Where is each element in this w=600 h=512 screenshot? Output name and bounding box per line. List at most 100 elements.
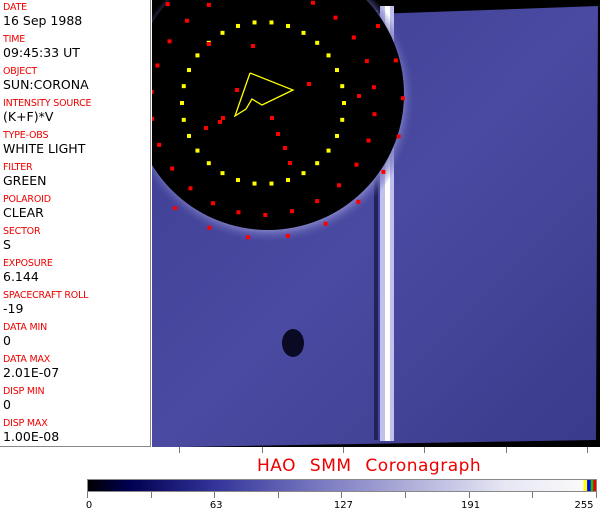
colorbar-tick (87, 492, 88, 498)
red-marker (185, 18, 190, 23)
red-marker (283, 146, 287, 150)
red-marker (207, 42, 211, 46)
yellow-marker (334, 133, 339, 138)
field-label: DATE (3, 2, 27, 13)
axis-tick (262, 447, 263, 453)
red-marker (152, 89, 154, 94)
red-marker (357, 94, 361, 98)
yellow-marker (315, 161, 320, 166)
yellow-marker (206, 161, 211, 166)
red-marker (211, 201, 216, 206)
red-marker (236, 210, 241, 215)
yellow-marker (187, 133, 192, 138)
field-value: (K+F)*V (3, 109, 54, 124)
field-value: 16 Sep 1988 (3, 13, 83, 28)
field-label: DISP MIN (3, 386, 45, 397)
red-marker (235, 88, 239, 92)
field-value: 0 (3, 397, 11, 412)
field-value: SUN:CORONA (3, 77, 89, 92)
yellow-marker (340, 117, 345, 122)
red-marker (288, 161, 292, 165)
colorbar-tick (277, 492, 279, 498)
field-label: DATA MIN (3, 322, 47, 333)
field-label: OBJECT (3, 66, 38, 77)
red-marker (285, 233, 290, 238)
colorbar-tick (595, 492, 597, 498)
field-value: 2.01E-07 (3, 365, 60, 380)
red-marker (173, 206, 178, 211)
red-marker (351, 35, 356, 40)
red-marker (396, 134, 401, 139)
axis-tick (587, 447, 588, 453)
red-marker (221, 116, 225, 120)
yellow-marker (195, 148, 200, 153)
yellow-marker (342, 101, 346, 105)
field-label: TIME (3, 34, 26, 45)
red-marker (207, 225, 212, 230)
red-marker (290, 209, 295, 214)
yellow-marker (220, 30, 225, 35)
yellow-marker (181, 84, 186, 89)
red-marker (366, 138, 371, 143)
red-marker (364, 59, 369, 64)
red-marker (310, 0, 315, 5)
header-info-panel: DATE 16 Sep 1988 TIME 09:45:33 UT OBJECT SUN:… (0, 0, 151, 447)
axis-tick (343, 447, 344, 453)
red-marker (263, 212, 268, 217)
red-marker (188, 186, 193, 191)
field-value: 1.00E-08 (3, 429, 60, 444)
red-marker (323, 221, 328, 226)
yellow-marker (195, 53, 200, 58)
colorbar-tick (150, 492, 152, 498)
coronagraph-image (152, 0, 600, 447)
colorbar-tick (214, 492, 216, 498)
red-marker (218, 120, 222, 124)
yellow-marker (187, 68, 192, 73)
yellow-marker (180, 101, 184, 105)
field-value: -19 (3, 301, 24, 316)
field-value: 6.144 (3, 269, 39, 284)
red-marker (206, 2, 211, 7)
colorbar-tick-label: 127 (333, 500, 353, 511)
axis-tick (506, 447, 507, 453)
yellow-marker (220, 171, 225, 176)
field-label: DATA MAX (3, 354, 51, 365)
colorbar-tick (341, 492, 343, 498)
field-label: INTENSITY SOURCE (3, 98, 92, 109)
yellow-marker (326, 148, 331, 153)
red-marker (170, 166, 175, 171)
field-value: S (3, 237, 11, 252)
red-marker (307, 82, 311, 86)
red-marker (393, 58, 398, 63)
red-marker (155, 63, 160, 68)
yellow-marker (301, 30, 306, 35)
red-marker (157, 142, 162, 147)
red-marker (165, 2, 170, 7)
field-label: DISP MAX (3, 418, 48, 429)
field-value: WHITE LIGHT (3, 141, 86, 156)
yellow-marker (252, 181, 257, 186)
red-marker (251, 44, 255, 48)
colorbar-tick (405, 492, 406, 498)
red-marker (152, 116, 155, 121)
colorbar-tick-label: 255 (574, 500, 594, 511)
red-marker (246, 235, 251, 240)
field-label: SECTOR (3, 226, 41, 237)
field-label: SPACECRAFT ROLL (3, 290, 89, 301)
yellow-marker (301, 171, 306, 176)
axis-tick (179, 447, 180, 453)
yellow-marker (315, 40, 320, 45)
red-marker (356, 199, 361, 204)
yellow-marker (269, 20, 274, 25)
red-marker (354, 162, 359, 167)
yellow-marker (340, 84, 345, 89)
yellow-triangle-overlay (233, 72, 295, 118)
colorbar-tick-label: 0 (85, 500, 93, 511)
yellow-marker (252, 20, 257, 25)
red-marker (333, 15, 338, 20)
red-marker (371, 85, 376, 90)
field-value: CLEAR (3, 205, 44, 220)
red-marker (372, 112, 377, 117)
colorbar-tick-label: 63 (209, 500, 223, 511)
yellow-marker (326, 53, 331, 58)
